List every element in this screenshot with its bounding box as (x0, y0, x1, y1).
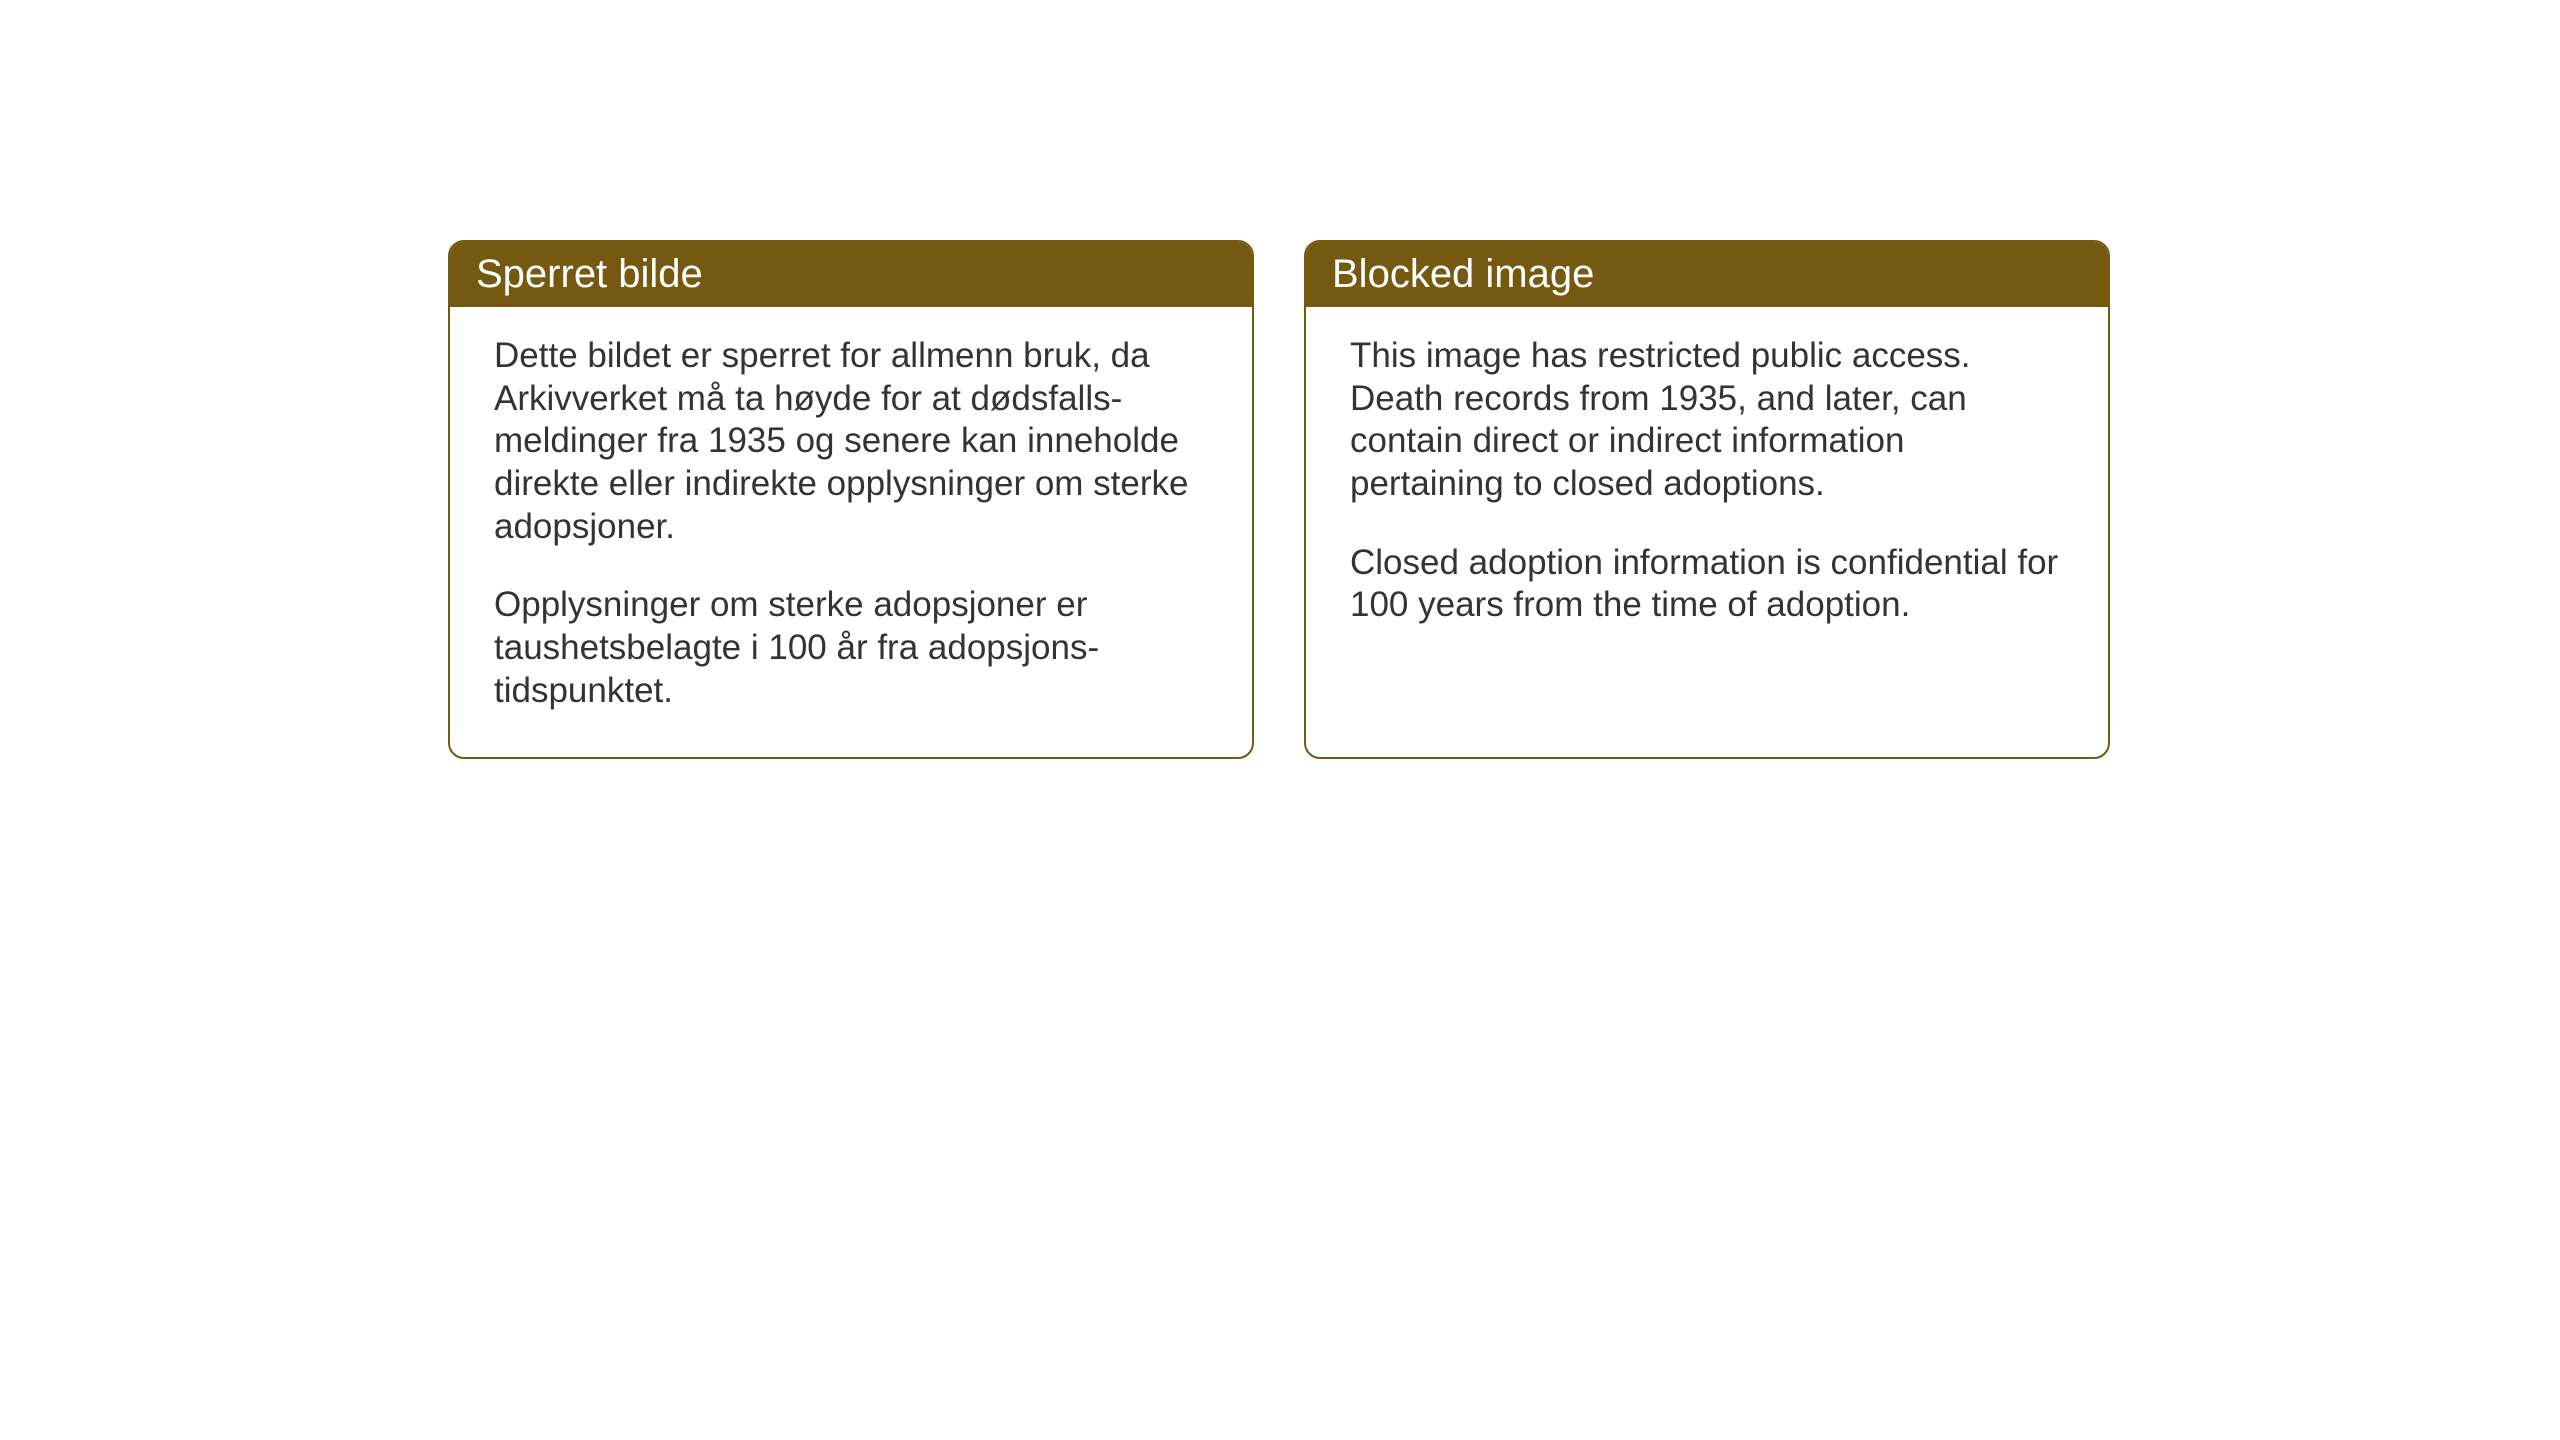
card-title: Sperret bilde (476, 252, 703, 296)
notice-card-english: Blocked image This image has restricted … (1304, 240, 2110, 759)
card-paragraph: Closed adoption information is confident… (1350, 542, 2064, 627)
card-paragraph: Opplysninger om sterke adopsjoner er tau… (494, 584, 1208, 712)
card-body-english: This image has restricted public access.… (1306, 307, 2108, 671)
notice-card-norwegian: Sperret bilde Dette bildet er sperret fo… (448, 240, 1254, 759)
card-title: Blocked image (1332, 252, 1594, 296)
card-header-english: Blocked image (1306, 242, 2108, 307)
card-header-norwegian: Sperret bilde (450, 242, 1252, 307)
card-paragraph: This image has restricted public access.… (1350, 335, 2064, 506)
card-body-norwegian: Dette bildet er sperret for allmenn bruk… (450, 307, 1252, 757)
notice-cards-container: Sperret bilde Dette bildet er sperret fo… (448, 240, 2110, 759)
card-paragraph: Dette bildet er sperret for allmenn bruk… (494, 335, 1208, 548)
